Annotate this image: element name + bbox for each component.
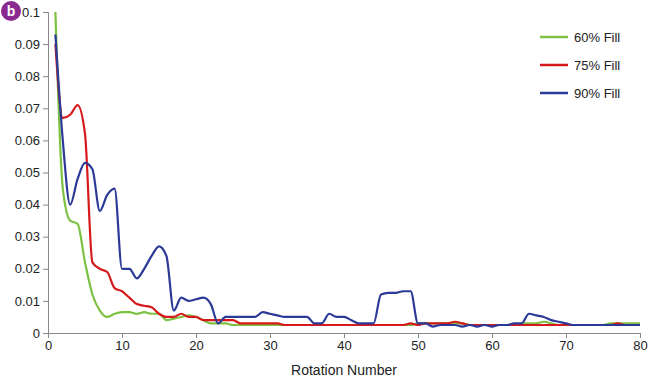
- tick-mark: [43, 140, 48, 141]
- tick: 70: [559, 333, 573, 353]
- legend: 60% Fill 75% Fill 90% Fill: [540, 30, 620, 101]
- legend-label: 90% Fill: [574, 86, 620, 101]
- tick: 0.02: [15, 261, 48, 276]
- series-line: [55, 12, 640, 325]
- tick-label: 0.03: [15, 229, 40, 244]
- tick-label: 0.05: [15, 165, 40, 180]
- tick-label: 40: [337, 338, 351, 353]
- tick: 0.01: [15, 294, 48, 309]
- tick: 50: [411, 333, 425, 353]
- tick: 0: [45, 333, 52, 353]
- tick-label: 30: [263, 338, 277, 353]
- tick: 0: [33, 326, 48, 341]
- tick-label: 10: [115, 338, 129, 353]
- panel-badge: [1, 1, 21, 21]
- tick: 30: [263, 333, 277, 353]
- tick: 0.08: [15, 69, 48, 84]
- tick-mark: [43, 76, 48, 77]
- tick: 0.04: [15, 197, 48, 212]
- tick-label: 0.09: [15, 37, 40, 52]
- tick-label: 0.04: [15, 197, 40, 212]
- tick-label: 0.1: [22, 5, 40, 20]
- tick: 0.05: [15, 165, 48, 180]
- tick-label: 0.08: [15, 69, 40, 84]
- tick-mark: [43, 205, 48, 206]
- tick-label: 50: [411, 338, 425, 353]
- tick-label: 20: [189, 338, 203, 353]
- tick: 0.03: [15, 229, 48, 244]
- tick-mark: [43, 333, 48, 334]
- tick-label: 0.02: [15, 261, 40, 276]
- panel-label: b: [1, 1, 21, 21]
- tick: 40: [337, 333, 351, 353]
- tick-label: 0: [33, 326, 40, 341]
- tick-label: 80: [633, 338, 647, 353]
- tick: 0.09: [15, 37, 48, 52]
- tick-label: 0: [45, 338, 52, 353]
- legend-label: 60% Fill: [574, 30, 620, 45]
- tick-label: 60: [485, 338, 499, 353]
- tick-mark: [43, 237, 48, 238]
- tick-mark: [43, 269, 48, 270]
- y-axis: 0 0.01 0.02 0.03 0.04 0.05 0.06 0.07 0.08 0.09 0.1: [15, 5, 49, 341]
- chart: 0 10 20 30 40 50 60 70 80 0 0.01 0.02 0.03 0.04 0.05 0.…: [0, 0, 650, 385]
- tick-mark: [43, 301, 48, 302]
- series-line: [55, 34, 640, 326]
- tick-mark: [43, 44, 48, 45]
- legend-swatch: [540, 36, 568, 39]
- tick: 0.1: [22, 5, 48, 20]
- tick-label: 0.01: [15, 294, 40, 309]
- x-axis: 0 10 20 30 40 50 60 70 80: [45, 333, 648, 353]
- tick-mark: [43, 108, 48, 109]
- x-axis-title: Rotation Number: [291, 362, 397, 378]
- tick-mark: [43, 173, 48, 174]
- tick: 0.07: [15, 101, 48, 116]
- legend-swatch: [540, 64, 568, 67]
- axis-line: [43, 13, 49, 334]
- tick: 80: [633, 333, 647, 353]
- tick-mark: [43, 12, 48, 13]
- legend-label: 75% Fill: [574, 58, 620, 73]
- tick-label: 0.06: [15, 133, 40, 148]
- tick: 10: [115, 333, 129, 353]
- tick: 20: [189, 333, 203, 353]
- title: b: [7, 3, 16, 19]
- tick-label: 70: [559, 338, 573, 353]
- tick: 0.06: [15, 133, 48, 148]
- tick-label: 0.07: [15, 101, 40, 116]
- plot-area: [55, 12, 640, 327]
- legend-swatch: [540, 92, 568, 95]
- series-line: [55, 44, 640, 325]
- tick: 60: [485, 333, 499, 353]
